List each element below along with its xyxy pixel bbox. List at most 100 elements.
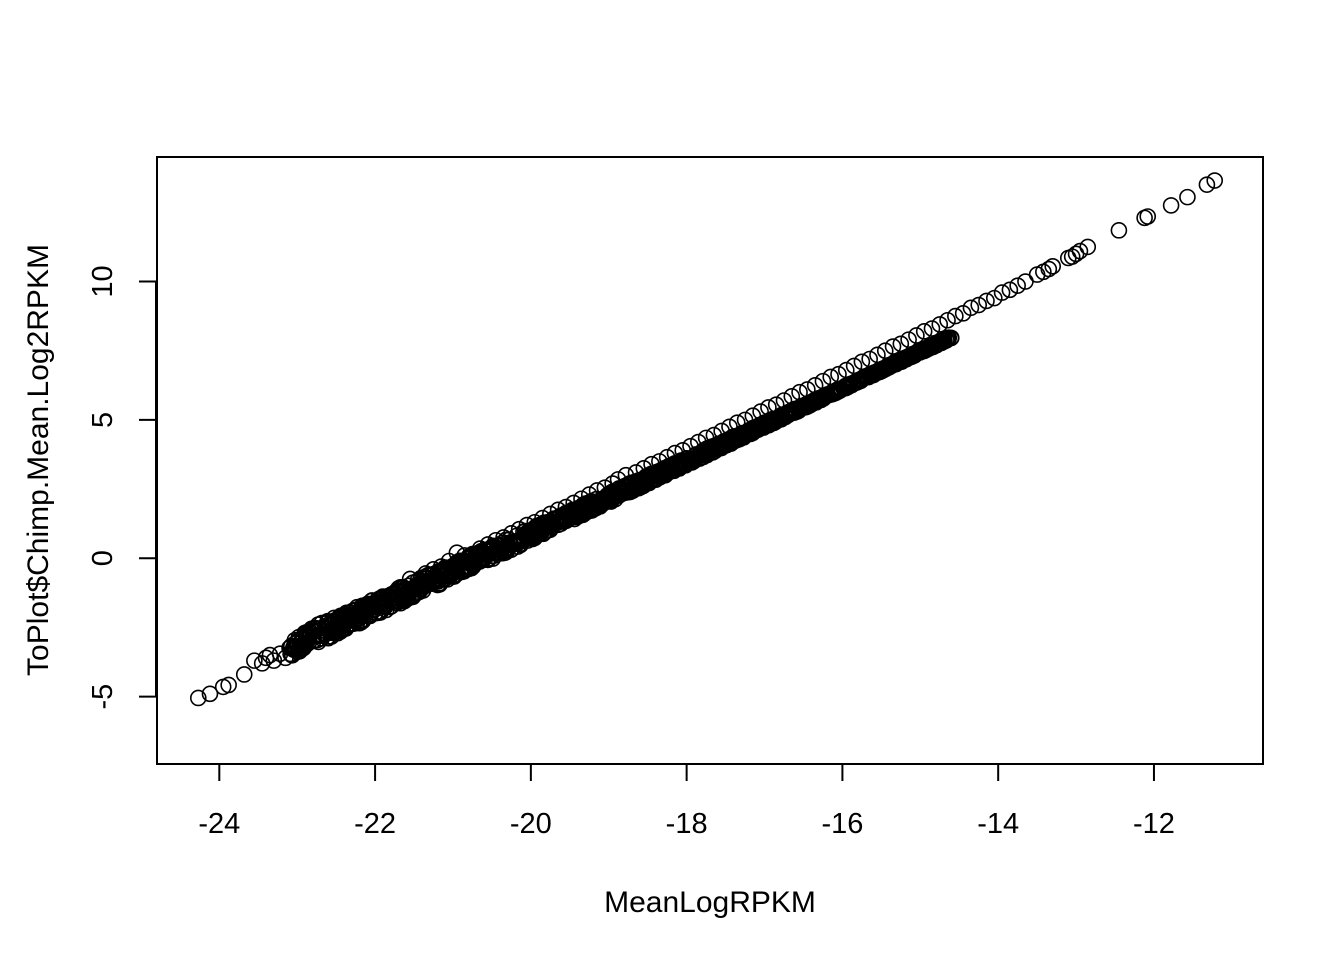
data-point (649, 465, 667, 482)
data-point (1139, 208, 1157, 225)
data-point (451, 552, 468, 570)
data-point (369, 604, 386, 622)
data-point (1079, 238, 1097, 256)
data-point (434, 565, 451, 582)
data-point (1044, 258, 1062, 275)
data-point (390, 580, 407, 597)
data-point (626, 475, 644, 493)
data-point (448, 555, 466, 572)
data-point (636, 472, 653, 489)
data-point (733, 424, 751, 442)
data-point (628, 473, 646, 491)
data-point (502, 536, 520, 554)
data-point (706, 442, 724, 460)
data-point (1009, 277, 1026, 294)
data-point (939, 311, 956, 329)
data-point (520, 524, 538, 542)
data-point (374, 588, 392, 605)
data-point (1110, 222, 1128, 239)
data-point (915, 323, 933, 340)
data-point (297, 628, 315, 646)
data-point (884, 338, 902, 355)
data-point (826, 384, 843, 402)
data-point (546, 513, 564, 531)
data-point (391, 582, 409, 600)
data-point (246, 652, 263, 669)
data-point (923, 320, 941, 337)
data-point (569, 508, 586, 525)
data-point (201, 685, 219, 703)
data-point (861, 366, 878, 384)
data-point (353, 597, 371, 615)
data-point (887, 355, 905, 373)
data-point (553, 511, 571, 528)
data-point (1206, 172, 1224, 189)
points-layer (189, 172, 1224, 707)
data-point (844, 375, 862, 392)
data-point (1071, 242, 1089, 260)
data-point (993, 284, 1011, 301)
data-point (962, 299, 980, 317)
data-point (454, 554, 471, 572)
data-point (1179, 188, 1196, 206)
data-point (285, 638, 303, 655)
data-point (618, 484, 635, 501)
data-point (522, 523, 539, 540)
data-point (523, 528, 540, 546)
data-point (661, 463, 679, 480)
data-point (819, 387, 836, 404)
data-point (472, 542, 490, 560)
data-point (876, 342, 894, 359)
data-point (598, 490, 615, 508)
x-tick-label: -14 (977, 808, 1019, 840)
y-tick-label: 0 (87, 550, 119, 566)
x-tick-label: -22 (354, 808, 396, 840)
data-point (780, 405, 797, 422)
y-tick-label: -5 (87, 684, 119, 710)
data-point (416, 573, 434, 591)
data-point (853, 353, 871, 371)
data-point (914, 341, 932, 358)
data-point (305, 632, 323, 649)
data-point (677, 450, 695, 468)
data-point (1198, 176, 1216, 193)
data-point (660, 457, 678, 475)
data-point (978, 292, 995, 310)
data-point (755, 419, 772, 436)
data-point (852, 370, 870, 388)
data-point (693, 444, 711, 462)
data-point (922, 339, 940, 356)
data-point (703, 444, 721, 461)
data-point (435, 563, 452, 580)
data-point (220, 676, 237, 694)
data-point (403, 580, 421, 597)
data-point (235, 666, 253, 683)
data-point (889, 354, 907, 371)
data-point (1162, 197, 1180, 214)
data-point (684, 450, 702, 467)
data-point (725, 428, 743, 445)
data-point (261, 646, 279, 664)
x-tick-label: -24 (198, 808, 240, 840)
data-point (360, 595, 377, 613)
x-axis: -24 -22 -20 -18 -16 -14 -12 (198, 763, 1175, 840)
data-point (915, 342, 933, 360)
x-tick-label: -16 (821, 808, 863, 840)
y-tick-label: 5 (87, 412, 119, 428)
data-point (189, 689, 207, 707)
data-point (295, 636, 313, 654)
data-point (798, 398, 815, 415)
data-point (908, 327, 925, 344)
data-point (594, 490, 611, 508)
data-point (796, 396, 813, 414)
y-axis: -5 0 5 10 (87, 265, 157, 710)
y-axis-label: ToPlot$Chimp.Mean.Log2RPKM (22, 244, 55, 676)
data-point (970, 296, 988, 314)
data-point (472, 552, 490, 569)
data-point (532, 522, 550, 540)
data-point (437, 560, 454, 578)
y-tick-label: 10 (87, 265, 119, 297)
x-tick-label: -18 (666, 808, 708, 840)
data-point (779, 406, 796, 424)
